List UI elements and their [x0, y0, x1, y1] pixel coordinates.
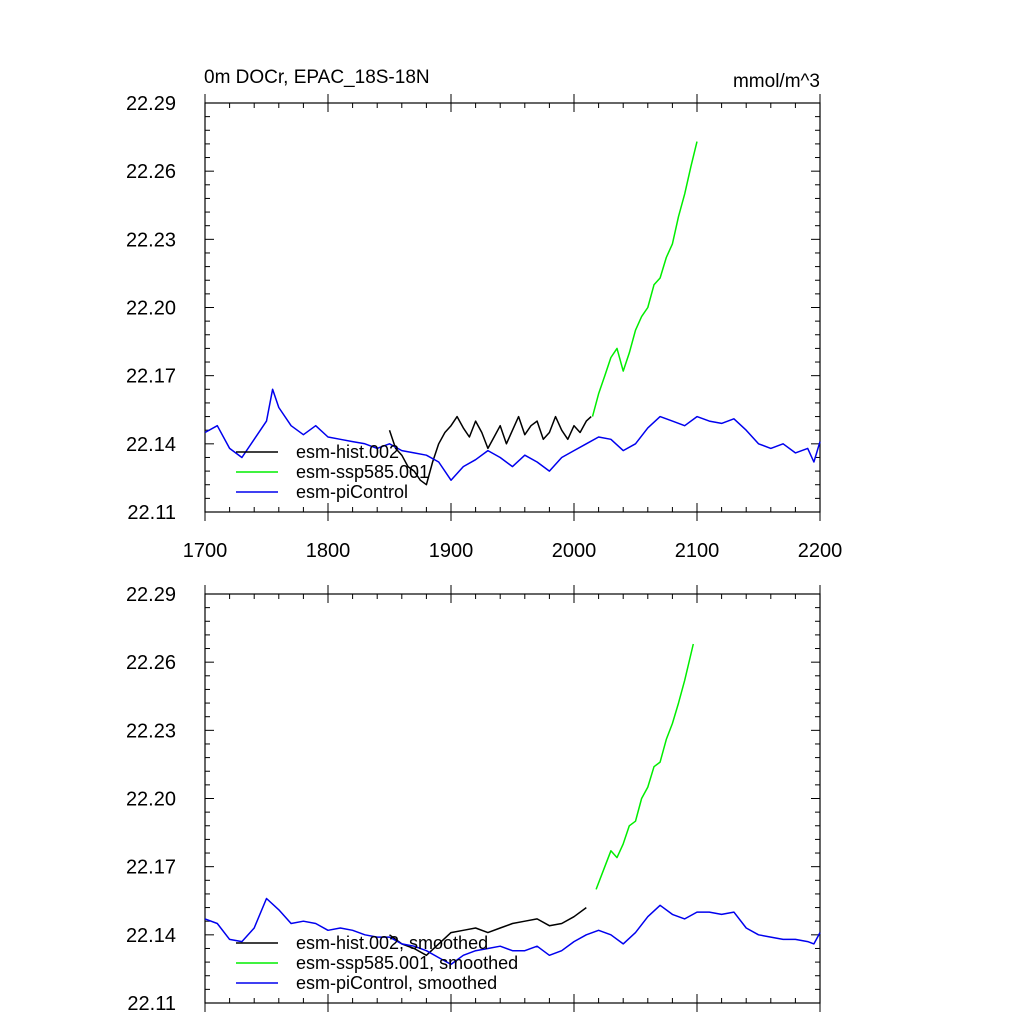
series-line-3	[204, 897, 821, 966]
y-tick-label: 22.26	[126, 161, 176, 183]
legend-label: esm-piControl	[296, 482, 408, 502]
panel-title-left: 0m DOCr, EPAC_18S-18N	[204, 67, 430, 88]
x-tick-label: 1700	[183, 540, 228, 562]
y-tick-label: 22.29	[126, 584, 176, 606]
legend-label: esm-ssp585.001, smoothed	[296, 953, 518, 973]
legend-label: esm-piControl, smoothed	[296, 973, 497, 993]
x-tick-label: 2000	[552, 540, 597, 562]
x-tick-label: 1800	[306, 540, 351, 562]
y-tick-label: 22.26	[126, 652, 176, 674]
series-line-1	[388, 415, 592, 486]
x-tick-label: 2100	[675, 540, 720, 562]
series-line-3	[204, 388, 821, 481]
y-tick-label: 22.23	[126, 229, 176, 251]
top-panel: 0m DOCr, EPAC_18S-18N mmol/m^3 22.29 22.2…	[126, 67, 842, 562]
series-line-2	[595, 643, 695, 890]
units-label: mmol/m^3	[733, 71, 820, 92]
y-tick-label: 22.23	[126, 720, 176, 742]
y-tick-label: 22.11	[127, 993, 176, 1015]
legend-label: esm-hist.002, smoothed	[296, 933, 488, 953]
series-line-1	[389, 906, 587, 957]
legend-label: esm-hist.002	[296, 442, 399, 462]
y-tick-label: 22.20	[126, 789, 176, 811]
y-tick-label: 22.29	[126, 93, 176, 115]
y-tick-label: 22.17	[126, 366, 176, 388]
y-tick-label: 22.17	[126, 857, 176, 879]
y-tick-label: 22.14	[126, 434, 176, 456]
y-tick-label: 22.20	[126, 298, 176, 320]
x-tick-label: 2200	[798, 540, 843, 562]
x-tick-label: 1900	[429, 540, 474, 562]
y-tick-label: 22.11	[127, 502, 176, 524]
y-tick-label: 22.14	[126, 925, 176, 947]
legend-label: esm-ssp585.001	[296, 462, 429, 482]
series-line-2	[591, 141, 698, 417]
bottom-panel: 22.29 22.26 22.23 22.20 22.17 22.14 22.11 esm-h…	[126, 584, 821, 1015]
